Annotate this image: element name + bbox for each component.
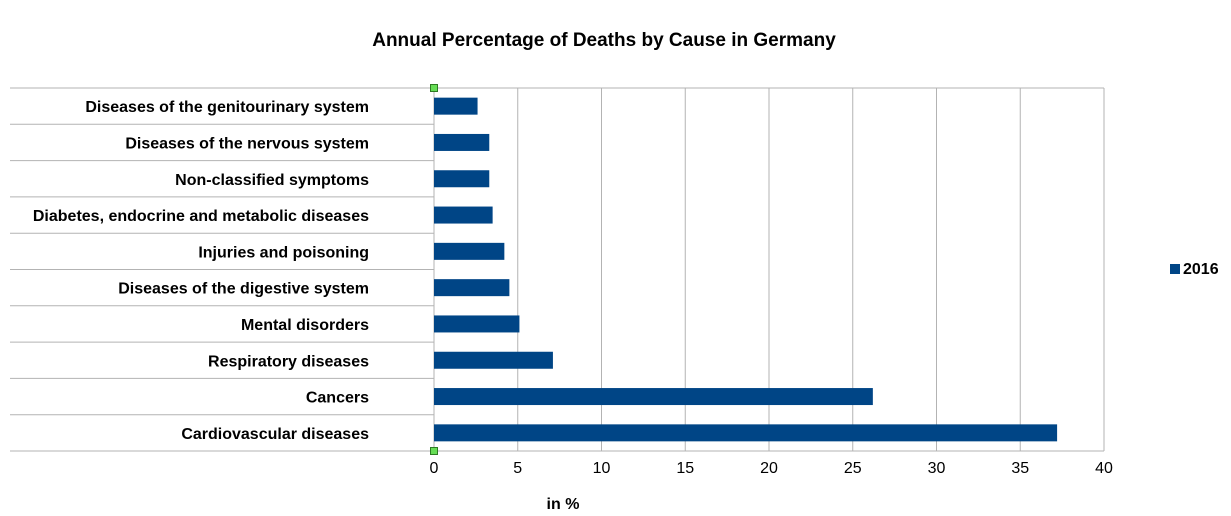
- legend-swatch-2016: [1170, 264, 1180, 274]
- x-axis-title: in %: [547, 496, 580, 511]
- category-label-9: Cardiovascular diseases: [181, 426, 369, 443]
- bar-0: [434, 97, 478, 115]
- chart-title: Annual Percentage of Deaths by Cause in …: [372, 30, 836, 51]
- category-label-1: Diseases of the nervous system: [125, 135, 369, 152]
- x-tick-label-8: 40: [1095, 460, 1113, 477]
- bar-2: [434, 170, 490, 188]
- x-tick-label-4: 20: [760, 460, 778, 477]
- category-label-4: Injuries and poisoning: [198, 244, 369, 261]
- x-axis-ticks: 0 5 10 15 20 25 30 35 40: [430, 460, 1113, 477]
- x-tick-label-3: 15: [676, 460, 694, 477]
- selection-handles: [430, 84, 438, 455]
- category-label-2: Non-classified symptoms: [175, 172, 369, 189]
- x-tick-label-0: 0: [430, 460, 439, 477]
- bar-4: [434, 242, 505, 260]
- bar-1: [434, 133, 490, 151]
- bar-5: [434, 279, 510, 297]
- category-label-6: Mental disorders: [241, 317, 369, 334]
- category-label-0: Diseases of the genitourinary system: [85, 99, 369, 116]
- x-tick-label-7: 35: [1011, 460, 1029, 477]
- legend-label-2016: 2016: [1183, 261, 1219, 278]
- category-label-7: Respiratory diseases: [208, 353, 369, 370]
- bar-9: [434, 424, 1058, 442]
- bar-3: [434, 206, 493, 224]
- legend: 2016: [1170, 261, 1219, 278]
- category-label-3: Diabetes, endocrine and metabolic diseas…: [33, 208, 369, 225]
- category-labels: Diseases of the genitourinary system Dise…: [33, 99, 369, 443]
- category-separators: [10, 87, 1104, 452]
- x-tick-label-5: 25: [844, 460, 862, 477]
- x-tick-label-1: 5: [513, 460, 522, 477]
- selection-handle-0: [430, 84, 438, 92]
- grid-lines: [433, 88, 1105, 451]
- selection-handle-1: [430, 447, 438, 455]
- bar-8: [434, 388, 873, 406]
- x-tick-label-6: 30: [928, 460, 946, 477]
- bars: [434, 97, 1058, 442]
- category-label-8: Cancers: [306, 390, 369, 407]
- bar-6: [434, 315, 520, 333]
- bar-7: [434, 351, 553, 369]
- category-label-5: Diseases of the digestive system: [118, 281, 369, 298]
- x-tick-label-2: 10: [593, 460, 611, 477]
